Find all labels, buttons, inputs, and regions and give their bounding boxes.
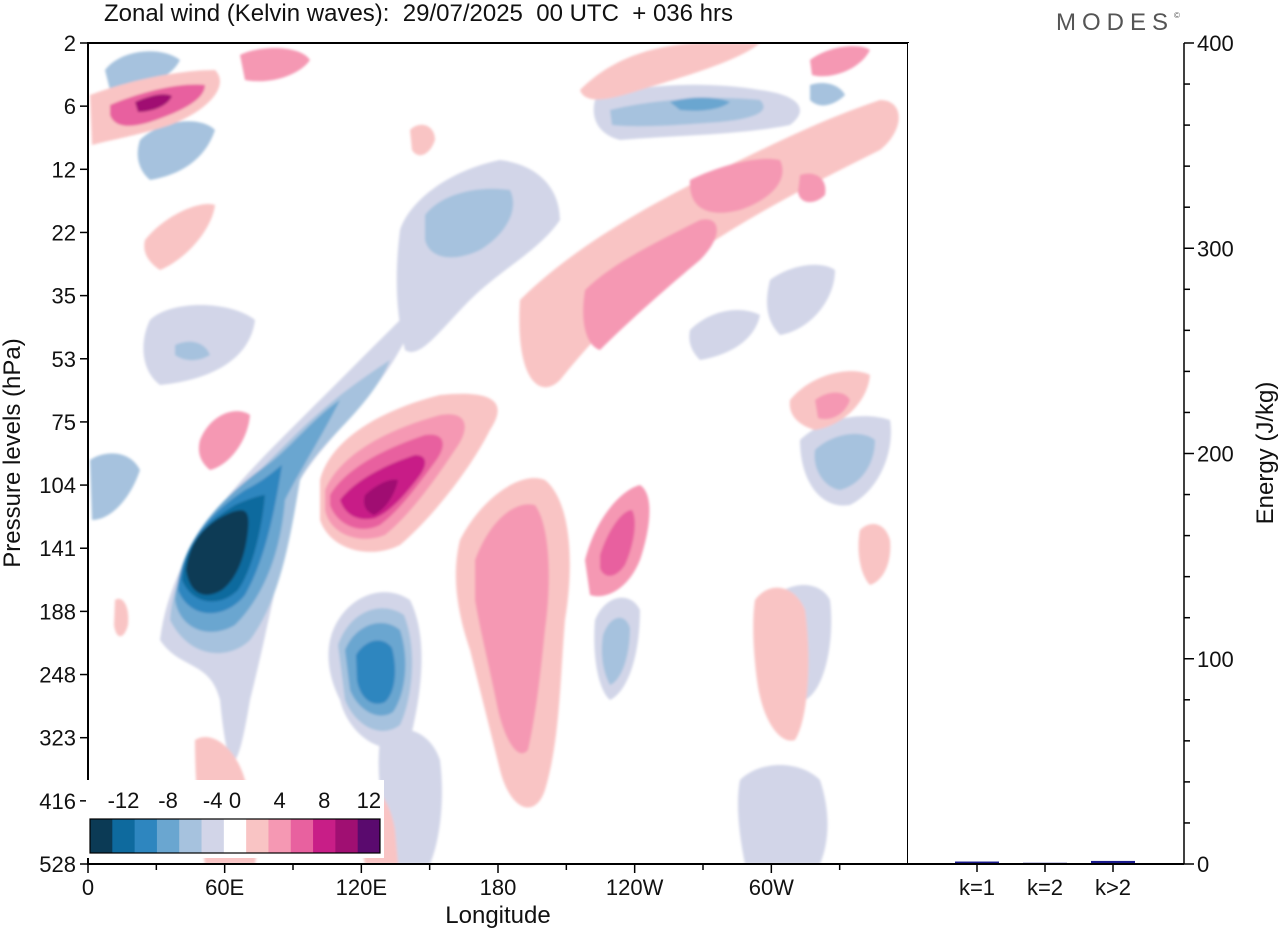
y-tick-label: 22 — [52, 220, 76, 245]
energy-y-tick-label: 200 — [1197, 442, 1234, 467]
energy-y-tick-label: 0 — [1197, 852, 1209, 877]
colorbar-swatch — [156, 819, 180, 853]
energy-bar — [1091, 860, 1135, 864]
energy-y-tick-label: 300 — [1197, 236, 1234, 261]
colorbar-swatch — [179, 819, 203, 853]
energy-x-tick-label: k>2 — [1095, 875, 1131, 900]
colorbar-label: -4 — [203, 788, 223, 813]
colorbar-swatch — [134, 819, 158, 853]
y-tick-label: 53 — [52, 347, 76, 372]
colorbar-swatch — [90, 819, 113, 853]
energy-y-tick-label: 100 — [1197, 647, 1234, 672]
colorbar-label: 0 — [229, 788, 241, 813]
y-tick-label: 75 — [52, 410, 76, 435]
colorbar-label: -8 — [158, 788, 178, 813]
energy-x-tick-label: k=1 — [959, 875, 995, 900]
colorbar-swatch — [201, 819, 225, 853]
x-axis-label: Longitude — [445, 902, 550, 929]
colorbar-frame — [89, 818, 381, 854]
heatmap-y-axis: 2 6 12 22 35 53 75 104 141 188 248 323 416 528 — [39, 31, 88, 877]
x-tick-label: 60W — [749, 875, 794, 900]
energy-y-tick-label: 400 — [1197, 31, 1234, 56]
energy-x-tick-label: k=2 — [1027, 875, 1063, 900]
colorbar-label: 12 — [357, 788, 381, 813]
heatmap-x-axis: 0 60E 120E 180 120W 60W — [82, 864, 841, 900]
y-tick-label: 104 — [39, 473, 76, 498]
energy-y-axis: 0 100 200 300 400 — [1184, 31, 1234, 877]
y-tick-label: 35 — [52, 284, 76, 309]
x-tick-label: 0 — [82, 875, 94, 900]
negative-band-west — [160, 300, 420, 761]
x-tick-label: 180 — [480, 875, 517, 900]
x-tick-label: 120E — [336, 875, 387, 900]
energy-x-axis: k=1 k=2 k>2 — [959, 864, 1131, 900]
colorbar-swatch — [246, 819, 269, 853]
y-tick-label: 2 — [64, 31, 76, 56]
negative-blob-120e — [328, 592, 422, 748]
energy-bar — [955, 861, 999, 864]
colorbar-swatch — [357, 819, 381, 853]
energy-plot-background — [908, 43, 1184, 864]
colorbar-swatch — [335, 819, 359, 853]
y-tick-label: 323 — [39, 726, 76, 751]
y-tick-label: 6 — [64, 94, 76, 119]
y-tick-label: 141 — [39, 536, 76, 561]
colorbar-label: 8 — [318, 788, 330, 813]
colorbar-swatch — [112, 819, 136, 853]
colorbar-swatch — [268, 819, 292, 853]
x-tick-label: 60E — [205, 875, 244, 900]
colorbar-swatch — [313, 819, 336, 853]
y-tick-label: 188 — [39, 599, 76, 624]
y-axis-label: Pressure levels (hPa) — [0, 338, 26, 567]
y-tick-label: 416 — [39, 789, 76, 814]
colorbar-swatch — [223, 819, 247, 853]
wind-contours — [90, 43, 899, 864]
y-tick-label: 248 — [39, 663, 76, 688]
energy-y-axis-label: Energy (J/kg) — [1252, 382, 1279, 525]
y-tick-label: 12 — [52, 157, 76, 182]
colorbar-swatch — [290, 819, 314, 853]
colorbar: -12 -8 -4 0 4 8 12 — [86, 780, 384, 858]
brand-logo: MODES© — [1056, 9, 1180, 36]
x-tick-label: 120W — [606, 875, 664, 900]
chart-title: Zonal wind (Kelvin waves): 29/07/2025 00… — [104, 0, 733, 27]
positive-band-central — [320, 393, 498, 552]
colorbar-label: -12 — [108, 788, 140, 813]
y-tick-label: 528 — [39, 852, 76, 877]
colorbar-label: 4 — [273, 788, 285, 813]
